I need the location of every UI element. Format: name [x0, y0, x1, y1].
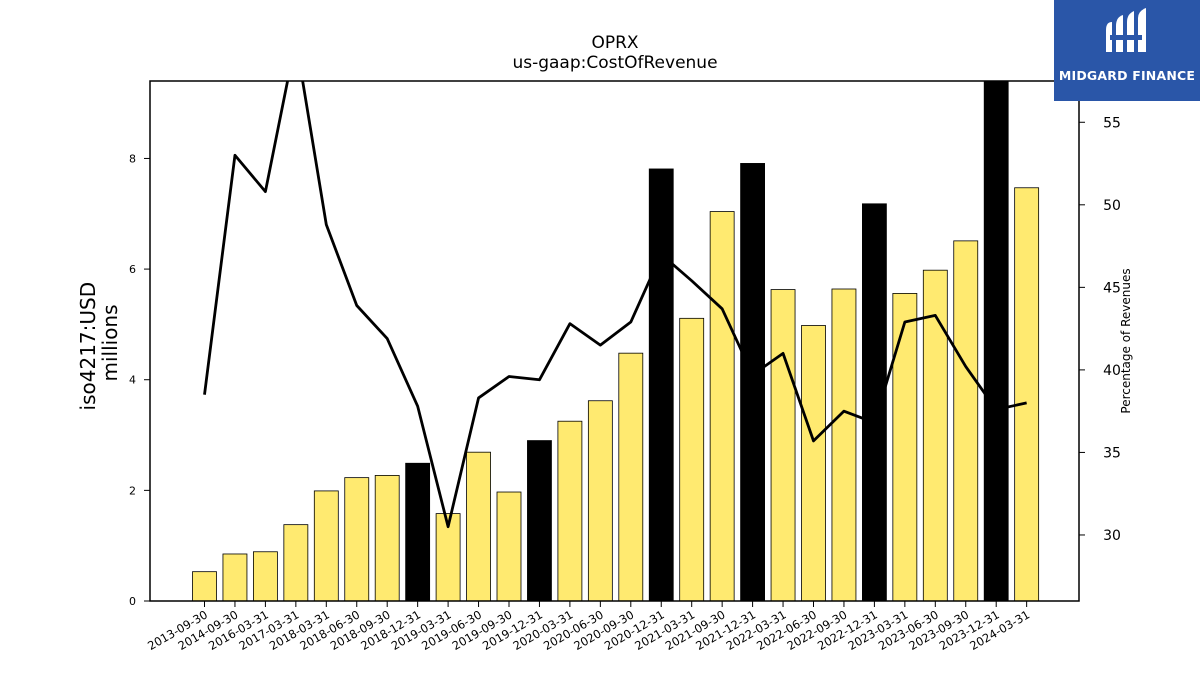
bar-2014-09-30 — [222, 553, 248, 602]
y2-tick-label: 50 — [1103, 198, 1121, 214]
bar-2017-03-31 — [283, 524, 309, 602]
line-series — [203, 81, 1027, 529]
bar-2022-03-31 — [770, 289, 796, 602]
midgard-logo-icon — [1106, 8, 1146, 52]
bar-2023-06-30 — [922, 269, 948, 602]
y-tick-label: 0 — [129, 595, 136, 608]
bar-2019-06-30 — [466, 451, 491, 602]
midgard-finance-logo: MIDGARD FINANCE — [1054, 0, 1200, 101]
y-axis-label: iso4217:USD millions — [76, 276, 122, 411]
bar-2020-12-31 — [648, 168, 674, 602]
y-tick-label: 6 — [129, 263, 136, 276]
y-axis-label-line1: iso4217:USD — [76, 282, 100, 411]
bar-2022-09-30 — [831, 288, 857, 602]
plot-frame — [149, 80, 1080, 602]
y2-axis-ticks: 30 35 40 45 50 55 — [1079, 115, 1121, 544]
y2-tick-label: 45 — [1103, 280, 1121, 296]
bar-2020-03-31 — [557, 420, 583, 602]
bar-2018-09-30 — [374, 475, 400, 602]
y2-tick-label: 55 — [1103, 115, 1121, 131]
bar-2021-09-30 — [709, 211, 735, 602]
bar-2018-06-30 — [344, 477, 370, 602]
y-axis-ticks: 0 2 4 6 8 — [129, 152, 150, 608]
bar-2021-03-31 — [679, 317, 705, 602]
bar-2018-12-31 — [405, 462, 431, 602]
y2-tick-label: 35 — [1103, 445, 1121, 461]
bar-2024-03-31 — [1014, 187, 1040, 602]
y2-axis-label: Percentage of Revenues — [1119, 268, 1133, 413]
chart-subtitle: us-gaap:CostOfRevenue — [512, 53, 717, 73]
chart-title: OPRX — [591, 33, 638, 53]
y-axis-label-line2: millions — [98, 304, 122, 381]
bar-2020-06-30 — [587, 400, 613, 602]
logo-text: MIDGARD FINANCE — [1058, 68, 1196, 83]
bar-2022-06-30 — [801, 325, 826, 602]
bar-2013-09-30 — [192, 571, 217, 602]
bar-2023-12-31 — [983, 80, 1009, 602]
bar-2023-03-31 — [892, 293, 918, 602]
bar-2016-03-31 — [252, 551, 278, 602]
bar-2020-09-30 — [618, 352, 644, 602]
y-tick-label: 4 — [129, 374, 136, 387]
x-axis-ticks: 2013-09-302014-09-302016-03-312017-03-31… — [145, 601, 1032, 653]
bar-2018-03-31 — [313, 490, 339, 602]
bar-2023-09-30 — [953, 240, 979, 602]
bar-series — [192, 80, 1040, 602]
bar-2021-12-31 — [740, 163, 765, 602]
percentage-line — [203, 81, 1027, 529]
y-tick-label: 8 — [129, 152, 136, 165]
y2-tick-label: 30 — [1103, 528, 1121, 544]
y2-tick-label: 40 — [1103, 363, 1121, 379]
bar-2019-03-31 — [435, 513, 461, 602]
y-tick-label: 2 — [129, 484, 136, 497]
bar-2022-12-31 — [862, 203, 887, 602]
bar-2019-09-30 — [496, 491, 522, 602]
bar-2019-12-31 — [527, 440, 552, 602]
